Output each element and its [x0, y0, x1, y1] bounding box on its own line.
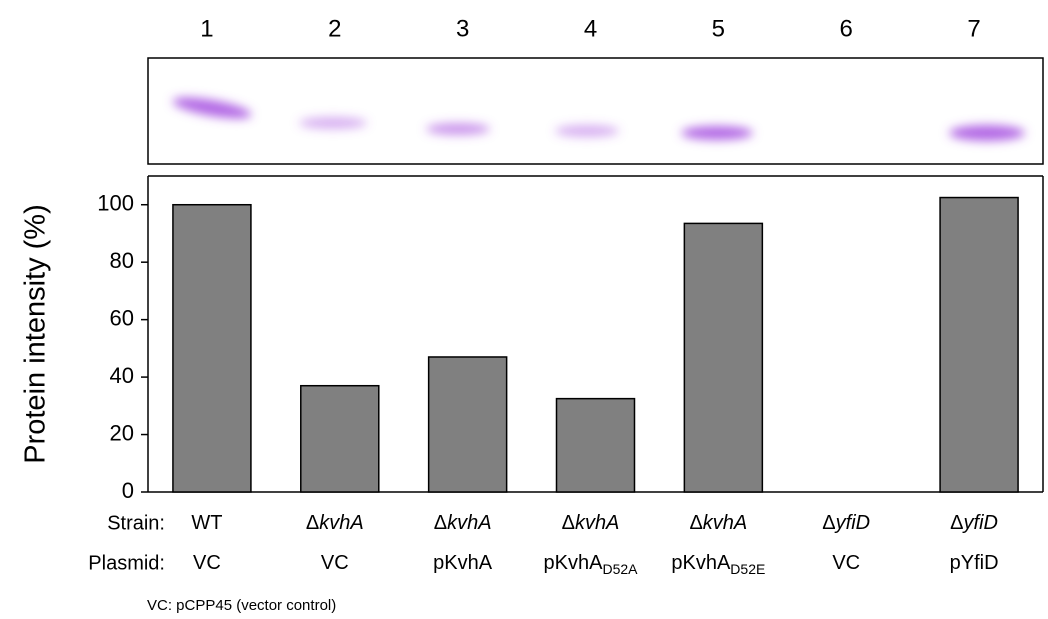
- strain-prefix: Δ: [562, 512, 575, 534]
- strain-italic: kvhA: [319, 512, 363, 534]
- strain-label: ΔkvhA: [434, 512, 492, 534]
- plasmid-name: pKvhA: [544, 552, 604, 574]
- strain-label: ΔkvhA: [689, 512, 747, 534]
- chart: Protein intensity (%) Strain: Plasmid: V…: [0, 0, 1048, 619]
- strain-prefix: Δ: [689, 512, 702, 534]
- plasmid-subscript: D52E: [730, 561, 765, 577]
- y-tick-label: 20: [110, 420, 134, 445]
- plasmid-label: pKvhAD52A: [544, 552, 639, 576]
- plasmid-name: pKvhA: [671, 552, 731, 574]
- bar: [173, 205, 251, 492]
- gel-frame: [148, 58, 1043, 164]
- plasmid-label: pKvhA: [433, 552, 493, 574]
- strain-label: ΔkvhA: [306, 512, 364, 534]
- strain-prefix: Δ: [822, 512, 835, 534]
- bar: [429, 357, 507, 492]
- strain-prefix: Δ: [306, 512, 319, 534]
- plasmid-name: VC: [832, 552, 860, 574]
- gel-band: [555, 125, 619, 137]
- y-tick-label: 100: [97, 191, 134, 216]
- lane-number: 2: [328, 15, 341, 42]
- strain-italic: yfiD: [834, 512, 870, 534]
- lane-number: 1: [200, 15, 213, 42]
- lane-number: 4: [584, 15, 597, 42]
- lane-number: 3: [456, 15, 469, 42]
- footnote: VC: pCPP45 (vector control): [147, 597, 336, 614]
- strain-italic: kvhA: [703, 512, 747, 534]
- y-tick-label: 80: [110, 248, 134, 273]
- strain-label: ΔyfiD: [822, 512, 870, 534]
- strain-italic: kvhA: [447, 512, 491, 534]
- plasmid-label: pKvhAD52E: [671, 552, 765, 576]
- y-axis-title: Protein intensity (%): [20, 204, 52, 464]
- strain-label: ΔkvhA: [562, 512, 620, 534]
- gel-band: [681, 126, 753, 140]
- plasmid-label: pYfiD: [950, 552, 999, 574]
- gel-image: [148, 58, 1043, 164]
- y-tick-label: 40: [110, 363, 134, 388]
- plasmid-name: VC: [321, 552, 349, 574]
- strain-prefix: Δ: [434, 512, 447, 534]
- strain-italic: yfiD: [962, 512, 998, 534]
- bar: [301, 386, 379, 492]
- plasmid-label: VC: [321, 552, 349, 574]
- strain-text: WT: [191, 512, 222, 534]
- y-tick-label: 60: [110, 305, 134, 330]
- gel-band: [949, 125, 1025, 141]
- gel-band: [426, 123, 490, 135]
- plasmid-name: pKvhA: [433, 552, 493, 574]
- plasmid-name: VC: [193, 552, 221, 574]
- strain-label: WT: [191, 512, 222, 534]
- lane-number: 5: [712, 15, 725, 42]
- strain-prefix: Δ: [950, 512, 963, 534]
- plasmid-name: pYfiD: [950, 552, 999, 574]
- lane-number: 7: [967, 15, 980, 42]
- plasmid-label: VC: [193, 552, 221, 574]
- row-label: Strain:: [107, 512, 165, 534]
- y-tick-label: 0: [122, 478, 134, 503]
- plasmid-label: VC: [832, 552, 860, 574]
- strain-label: ΔyfiD: [950, 512, 998, 534]
- bar: [684, 223, 762, 492]
- gel-band: [299, 117, 367, 129]
- row-label: Plasmid:: [88, 552, 165, 574]
- bar: [557, 399, 635, 492]
- bar: [940, 198, 1018, 492]
- lane-number: 6: [840, 15, 853, 42]
- strain-italic: kvhA: [575, 512, 619, 534]
- plasmid-subscript: D52A: [602, 561, 638, 577]
